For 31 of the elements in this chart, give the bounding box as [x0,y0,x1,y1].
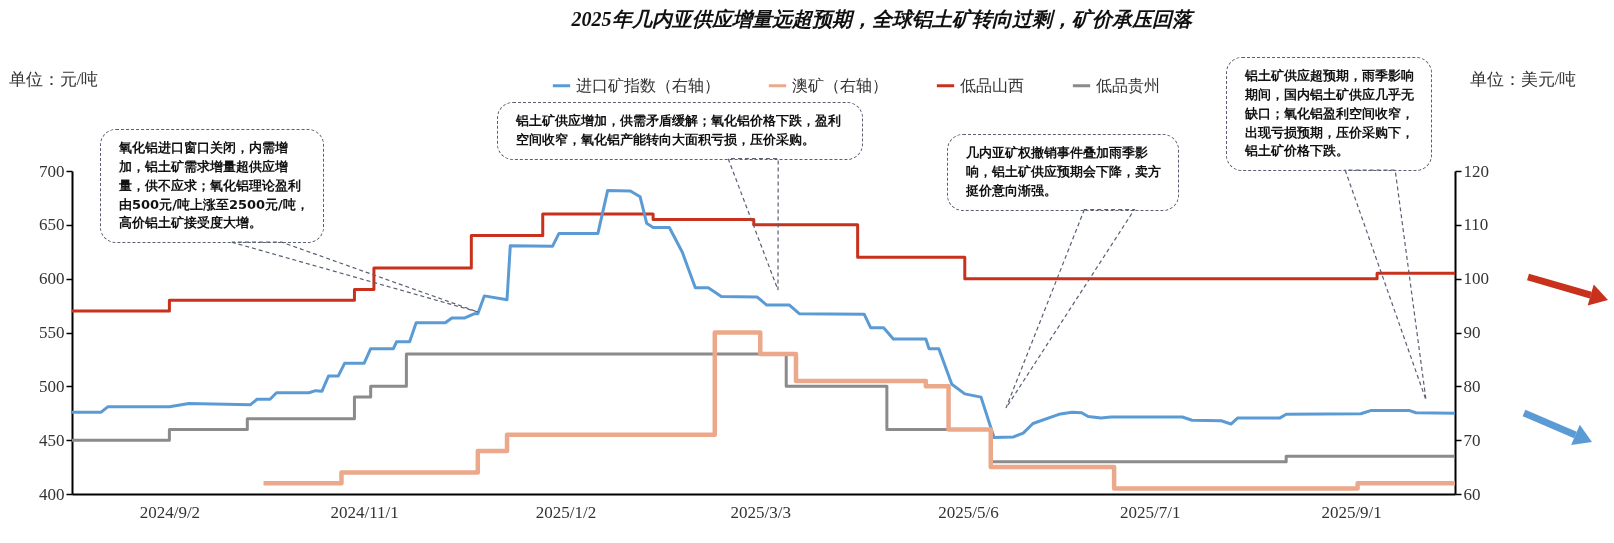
x-tick-label: 2025/1/2 [535,502,597,522]
y-tick-label: 400 [39,484,65,504]
y-tick-label: 650 [39,215,65,235]
y2-tick-label: 60 [1463,484,1481,504]
x-tick-label: 2025/7/1 [1120,502,1181,522]
y2-tick-label: 110 [1463,215,1489,235]
legend-label: 低品贵州 [1096,76,1160,94]
callout-box: 几内亚矿权撤销事件叠加雨季影响，铝土矿供应预期会下降，卖方挺价意向渐强。 [947,134,1179,211]
y-tick-label: 500 [39,376,65,396]
y-axis-title: 单位：元/吨 [8,69,99,89]
legend-label: 进口矿指数（右轴） [576,76,720,94]
legend-label: 低品山西 [960,76,1024,94]
x-tick-label: 2025/5/6 [938,502,999,522]
chart-title: 2025年几内亚供应增量远超预期，全球铝土矿转向过剩，矿价承压回落 [570,8,1195,30]
y2-tick-label: 70 [1463,430,1481,450]
x-tick-label: 2025/9/1 [1321,502,1382,522]
y2-tick-label: 100 [1463,269,1489,289]
x-tick-label: 2024/9/2 [139,502,201,522]
y-tick-label: 550 [39,323,65,342]
y2-tick-label: 90 [1463,323,1481,342]
x-tick-label: 2024/11/1 [330,502,399,522]
y-tick-label: 700 [39,161,65,181]
legend-label: 澳矿（右轴） [792,76,888,94]
callout-box: 铝土矿供应超预期，雨季影响期间，国内铝土矿供应几乎无缺口；氧化铝盈利空间收窄，出现亏损预期，压价采购下，铝土矿价格下跌。 [1226,57,1432,172]
y2-tick-label: 120 [1463,161,1489,181]
y2-tick-label: 80 [1463,376,1481,396]
y-tick-label: 450 [39,430,65,450]
x-tick-label: 2025/3/3 [730,502,791,522]
y2-axis-title: 单位：美元/吨 [1469,69,1577,89]
y-tick-label: 600 [39,269,65,289]
callout-box: 氧化铝进口窗口关闭，内需增加，铝土矿需求增量超供应增量，供不应求；氧化铝理论盈利由500元/吨上涨至2500元/吨，高价铝土矿接受度大增。 [100,129,324,244]
